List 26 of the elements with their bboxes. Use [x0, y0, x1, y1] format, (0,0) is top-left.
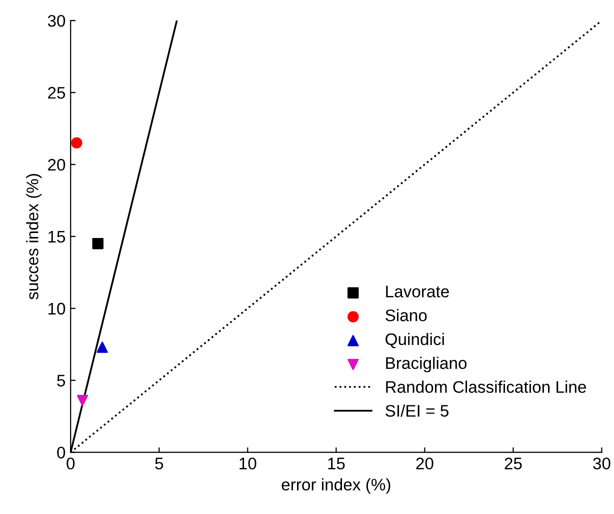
- x-tick-label: 0: [66, 458, 75, 470]
- point: [76, 394, 88, 406]
- legend-label: Lavorate: [386, 286, 449, 298]
- legend-label: Bracigliano: [386, 356, 467, 372]
- x-tick-label: 25: [504, 458, 522, 470]
- x-tick-label: 10: [240, 458, 256, 470]
- y-axis-title: succes index (%): [26, 174, 42, 300]
- point: [92, 238, 104, 250]
- legend-label: Siano: [386, 309, 427, 322]
- legend-label: Random Classification Line: [386, 380, 586, 393]
- legend-label: SI/EI = 5: [386, 404, 448, 417]
- x-tick-label: 30: [593, 458, 610, 470]
- y-tick-label: 20: [48, 158, 66, 171]
- y-tick-label: 30: [48, 14, 66, 27]
- point: [96, 342, 108, 353]
- point: [71, 137, 82, 148]
- y-tick-label: 15: [48, 231, 66, 243]
- x-tick-label: 20: [416, 458, 434, 470]
- legend-label: Quindici: [386, 332, 444, 348]
- x-tick-label: 5: [155, 458, 164, 470]
- x-axis-title: error index (%): [282, 478, 390, 494]
- y-tick-label: 25: [48, 86, 66, 99]
- y-tick-label: 5: [57, 374, 66, 387]
- x-tick-label: 15: [328, 458, 345, 470]
- y-tick-label: 10: [48, 302, 66, 315]
- y-tick-label: 0: [57, 446, 66, 459]
